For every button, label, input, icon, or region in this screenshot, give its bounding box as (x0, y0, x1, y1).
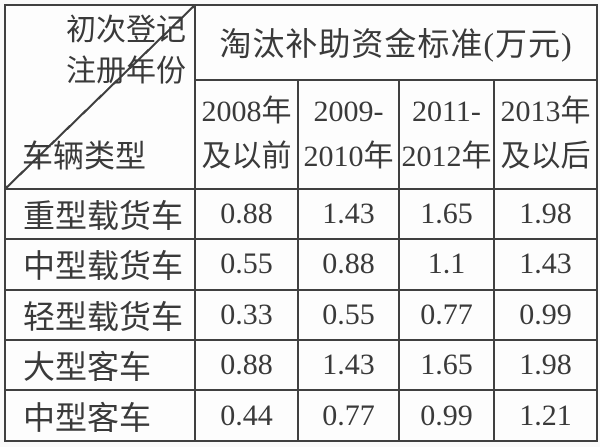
column-header-line: 2013年 (500, 95, 591, 129)
corner-header-cell: 初次登记 注册年份 车辆类型 (4, 4, 196, 190)
main-header-cell: 淘汰补助资金标准(万元) (193, 4, 599, 81)
table-row: 轻型载货车 0.33 0.55 0.77 0.99 (4, 288, 599, 342)
row-label-cell: 中型客车 (4, 389, 196, 442)
value-cell: 1.98 (492, 339, 599, 392)
value-cell: 1.98 (492, 187, 599, 241)
value-cell: 0.33 (194, 288, 299, 342)
value-cell: 0.44 (194, 389, 299, 442)
value-cell: 0.99 (398, 389, 495, 442)
column-header-2011-2012: 2011- 2012年 (398, 78, 495, 190)
table-row: 大型客车 0.88 1.43 1.65 1.98 (4, 339, 599, 392)
row-label-cell: 大型客车 (4, 339, 196, 392)
value-cell: 1.65 (398, 339, 495, 392)
table-row: 重型载货车 0.88 1.43 1.65 1.98 (4, 187, 599, 241)
value-cell: 0.88 (297, 238, 400, 291)
value-cell: 0.55 (194, 238, 299, 291)
value-cell: 1.1 (398, 238, 495, 291)
diagonal-divider (6, 6, 194, 188)
value-cell: 1.43 (297, 187, 400, 241)
subsidy-standards-table: 初次登记 注册年份 车辆类型 淘汰补助资金标准(万元) 2008年 及以前 20… (4, 4, 599, 442)
column-header-line: 及以后 (500, 140, 591, 174)
value-cell: 0.77 (297, 389, 400, 442)
row-label-cell: 中型载货车 (4, 238, 196, 291)
column-header-line: 2011- (412, 95, 481, 129)
value-cell: 0.99 (492, 288, 599, 342)
row-label-cell: 轻型载货车 (4, 288, 196, 342)
value-cell: 0.77 (398, 288, 495, 342)
column-header-line: 2010年 (303, 140, 394, 174)
value-cell: 1.21 (492, 389, 599, 442)
value-cell: 0.88 (194, 339, 299, 392)
column-header-2009-2010: 2009- 2010年 (297, 78, 400, 190)
corner-top-line2: 注册年份 (66, 54, 186, 88)
corner-top-label: 初次登记 注册年份 (66, 11, 186, 92)
value-cell: 1.43 (492, 238, 599, 291)
column-header-line: 2008年 (201, 95, 292, 129)
table-row: 中型载货车 0.55 0.88 1.1 1.43 (4, 238, 599, 291)
value-cell: 1.43 (297, 339, 400, 392)
table-row: 中型客车 0.44 0.77 0.99 1.21 (4, 389, 599, 442)
value-cell: 1.65 (398, 187, 495, 241)
column-header-2008: 2008年 及以前 (194, 78, 299, 190)
corner-bottom-label: 车辆类型 (22, 138, 146, 174)
corner-top-line1: 初次登记 (66, 14, 186, 47)
column-header-line: 及以前 (201, 140, 292, 174)
column-header-2013: 2013年 及以后 (492, 78, 599, 190)
value-cell: 0.55 (297, 288, 400, 342)
row-label-cell: 重型载货车 (4, 187, 196, 241)
value-cell: 0.88 (194, 187, 299, 241)
column-header-line: 2012年 (401, 140, 492, 174)
column-header-line: 2009- (313, 95, 384, 129)
